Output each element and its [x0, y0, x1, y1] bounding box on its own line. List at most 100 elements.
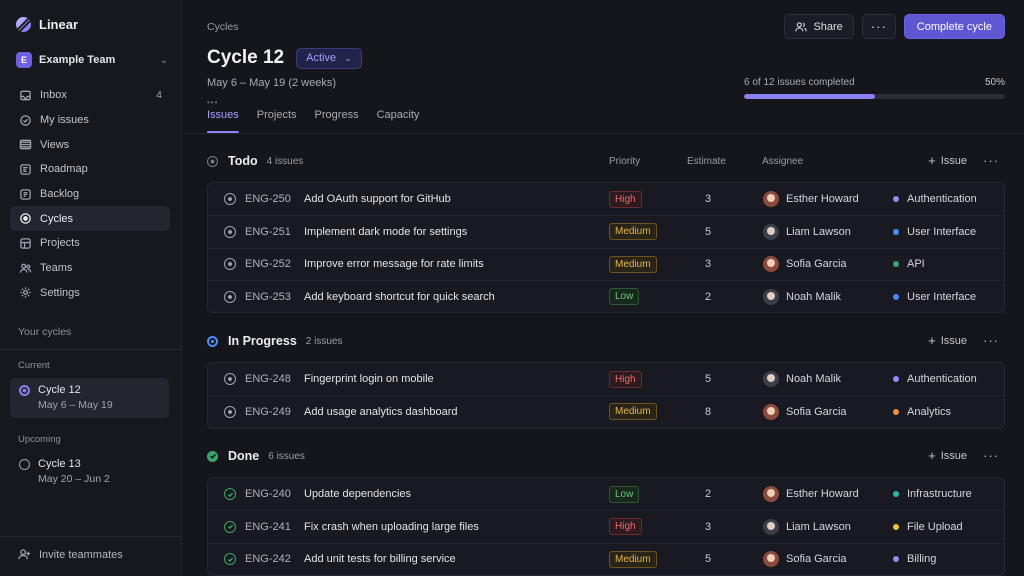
- table-row[interactable]: ENG-240 Update dependencies Low 2 Esther How…: [208, 478, 1004, 510]
- table-row[interactable]: ENG-241 Fix crash when uploading large fi…: [208, 510, 1004, 542]
- sidebar-item-views[interactable]: Views: [10, 132, 170, 157]
- sidebar-cycle-current[interactable]: Cycle 12 May 6 – May 19: [10, 378, 169, 418]
- issue-label[interactable]: Billing: [893, 553, 936, 565]
- sidebar-item-inbox[interactable]: Inbox 4: [10, 83, 170, 108]
- issue-assignee[interactable]: Liam Lawson: [763, 223, 851, 240]
- group-header[interactable]: Todo 4 issues Priority Estimate Assignee + Iss…: [207, 148, 1005, 174]
- priority-badge[interactable]: Medium: [609, 403, 657, 421]
- status-dropdown[interactable]: Active ⌄: [296, 47, 362, 69]
- group-header[interactable]: Done 6 issues + Issue ···: [207, 443, 1005, 469]
- issue-estimate[interactable]: 3: [704, 258, 712, 271]
- share-button[interactable]: Share: [784, 14, 854, 39]
- issue-assignee[interactable]: Noah Malik: [763, 371, 841, 388]
- issue-estimate[interactable]: 5: [704, 553, 712, 566]
- table-row[interactable]: ENG-249 Add usage analytics dashboard Medi…: [208, 395, 1004, 427]
- complete-cycle-button[interactable]: Complete cycle: [903, 14, 1005, 39]
- sidebar-item-teams[interactable]: Teams: [10, 256, 170, 281]
- table-row[interactable]: ENG-242 Add unit tests for billing servic…: [208, 542, 1004, 575]
- column-assignee[interactable]: Assignee: [762, 156, 804, 167]
- issue-assignee[interactable]: Noah Malik: [763, 288, 841, 305]
- table-row[interactable]: ENG-252 Improve error message for rate li…: [208, 247, 1004, 280]
- team-switcher[interactable]: E Example Team ⌄: [16, 52, 168, 68]
- issue-assignee[interactable]: Sofia Garcia: [763, 551, 847, 568]
- issue-label[interactable]: API: [893, 258, 925, 270]
- add-issue-button[interactable]: + Issue: [928, 449, 967, 462]
- issue-label[interactable]: User Interface: [893, 291, 976, 303]
- todo-status-icon[interactable]: [224, 290, 236, 303]
- sidebar-item-my-issues[interactable]: My issues: [10, 108, 170, 133]
- priority-badge[interactable]: Medium: [609, 550, 657, 568]
- avatar: [763, 371, 779, 388]
- sidebar-item-label: Views: [40, 138, 70, 151]
- todo-status-icon[interactable]: [224, 193, 236, 206]
- table-row[interactable]: ENG-251 Implement dark mode for settings M…: [208, 215, 1004, 247]
- todo-status-icon[interactable]: [224, 258, 236, 271]
- issue-assignee[interactable]: Esther Howard: [763, 191, 859, 208]
- issue-estimate[interactable]: 8: [704, 405, 712, 418]
- issue-assignee[interactable]: Esther Howard: [763, 486, 859, 503]
- more-dots-icon: ···: [870, 19, 887, 34]
- issue-estimate[interactable]: 3: [704, 193, 712, 206]
- priority-badge[interactable]: Low: [609, 288, 640, 306]
- breadcrumb[interactable]: Cycles: [207, 21, 239, 33]
- sidebar-cycle-upcoming[interactable]: Cycle 13 May 20 – Jun 2: [10, 452, 169, 492]
- inbox-icon: [18, 88, 32, 102]
- issue-estimate[interactable]: 5: [704, 225, 712, 238]
- issue-assignee[interactable]: Sofia Garcia: [763, 403, 847, 420]
- table-row[interactable]: ENG-250 Add OAuth support for GitHub High 3…: [208, 183, 1004, 215]
- sidebar-item-projects[interactable]: Projects: [10, 231, 170, 256]
- column-estimate[interactable]: Estimate: [687, 156, 726, 167]
- issue-label[interactable]: Authentication: [893, 373, 977, 385]
- priority-badge[interactable]: Medium: [609, 223, 657, 241]
- priority-badge[interactable]: Medium: [609, 255, 657, 273]
- todo-status-icon[interactable]: [224, 405, 236, 418]
- label-name: Analytics: [907, 405, 952, 418]
- issue-label[interactable]: Authentication: [893, 193, 977, 205]
- done-status-icon[interactable]: [224, 553, 236, 566]
- cycle-name: Cycle 13: [38, 458, 81, 470]
- sidebar-item-roadmap[interactable]: Roadmap: [10, 157, 170, 182]
- tab-progress[interactable]: Progress: [314, 109, 359, 121]
- issue-assignee[interactable]: Sofia Garcia: [763, 256, 847, 273]
- priority-badge[interactable]: High: [609, 370, 642, 388]
- sidebar-item-count: 4: [156, 89, 162, 102]
- sidebar-item-cycles[interactable]: Cycles: [10, 206, 170, 232]
- issue-estimate[interactable]: 3: [704, 520, 712, 533]
- add-issue-button[interactable]: + Issue: [928, 154, 967, 167]
- table-row[interactable]: ENG-253 Add keyboard shortcut for quick s…: [208, 279, 1004, 312]
- add-issue-button[interactable]: + Issue: [928, 334, 967, 347]
- priority-badge[interactable]: High: [609, 518, 642, 536]
- more-options-button[interactable]: ···: [861, 14, 896, 39]
- tab-issues[interactable]: Issues: [207, 108, 239, 133]
- done-status-icon[interactable]: [224, 520, 236, 533]
- group-more-icon[interactable]: ···: [983, 448, 999, 463]
- priority-badge[interactable]: Low: [609, 485, 640, 503]
- issue-label[interactable]: File Upload: [893, 521, 963, 533]
- group-header[interactable]: In Progress 2 issues + Issue ···: [207, 328, 1005, 354]
- add-issue-label: Issue: [940, 335, 967, 347]
- done-status-icon[interactable]: [224, 488, 236, 501]
- table-row[interactable]: ENG-248 Fingerprint login on mobile High 5 N…: [208, 363, 1004, 395]
- invite-teammates-button[interactable]: Invite teammates: [18, 548, 123, 561]
- sidebar-item-backlog[interactable]: Backlog: [10, 182, 170, 207]
- label-dot-icon: [893, 293, 899, 300]
- issue-assignee[interactable]: Liam Lawson: [763, 518, 851, 535]
- issue-estimate[interactable]: 5: [704, 373, 712, 386]
- brand[interactable]: Linear: [16, 17, 78, 32]
- sidebar-item-settings[interactable]: Settings: [10, 281, 170, 306]
- assignee-name: Liam Lawson: [786, 520, 851, 533]
- issue-estimate[interactable]: 2: [704, 290, 712, 303]
- chevron-down-icon: ⌄: [159, 54, 168, 66]
- tab-capacity[interactable]: Capacity: [376, 109, 420, 121]
- issue-label[interactable]: Analytics: [893, 406, 951, 418]
- issue-estimate[interactable]: 2: [704, 488, 712, 501]
- todo-status-icon[interactable]: [224, 225, 236, 238]
- todo-status-icon[interactable]: [224, 373, 236, 386]
- tab-projects[interactable]: Projects: [256, 109, 297, 121]
- issue-label[interactable]: User Interface: [893, 226, 976, 238]
- group-more-icon[interactable]: ···: [983, 153, 999, 168]
- group-more-icon[interactable]: ···: [983, 333, 999, 348]
- column-priority[interactable]: Priority: [609, 156, 641, 167]
- priority-badge[interactable]: High: [609, 190, 642, 208]
- issue-label[interactable]: Infrastructure: [893, 488, 972, 500]
